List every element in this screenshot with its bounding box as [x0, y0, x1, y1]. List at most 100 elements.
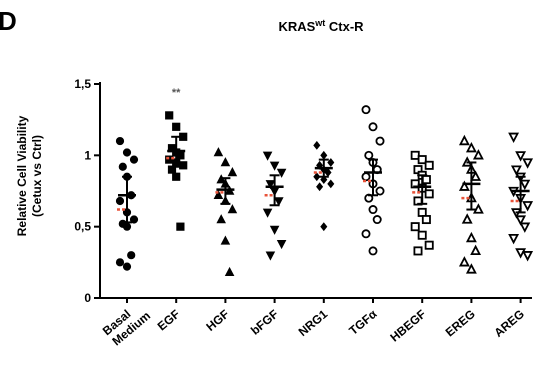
- data-point: [364, 150, 374, 160]
- y-axis-label-line1: Relative Cell Viability: [15, 115, 29, 236]
- data-point: [368, 122, 378, 132]
- data-point: [461, 213, 473, 224]
- data-point: [368, 246, 378, 256]
- x-tick-label: bFGF: [248, 307, 281, 338]
- data-point: [327, 179, 335, 189]
- y-tick-label: 0: [84, 291, 91, 305]
- y-axis-label-line2: (Cetux vs Ctrl): [30, 135, 44, 217]
- data-point: [276, 168, 287, 178]
- y-axis-label: Relative Cell Viability (Cetux vs Ctrl): [15, 115, 44, 236]
- data-point: [508, 132, 520, 144]
- x-tick-label: EGF: [155, 307, 183, 334]
- chart-title-sup: wt: [314, 18, 325, 28]
- x-tick-label: BasalMedium: [100, 298, 153, 349]
- data-point: [320, 222, 328, 232]
- data-point: [313, 140, 321, 150]
- data-point: [122, 222, 132, 231]
- data-point: [227, 167, 238, 177]
- data-point: [265, 180, 276, 190]
- data-point: [115, 258, 125, 267]
- plot-area: 0 0,5 1 1,5 BasalMedium EGF HGF bFGF NRG1 TGFα HBE…: [74, 77, 534, 349]
- data-point: [165, 111, 174, 120]
- data-point: [375, 186, 385, 196]
- data-point: [320, 150, 328, 160]
- data-point: [522, 158, 534, 169]
- data-point: [522, 251, 534, 262]
- data-point: [262, 151, 273, 161]
- data-point: [129, 215, 139, 224]
- significance-label: **: [172, 87, 181, 99]
- y-tick-label: 0,5: [74, 220, 91, 234]
- data-point: [458, 134, 470, 146]
- data-point: [458, 180, 470, 191]
- data-point: [227, 204, 238, 214]
- data-point: [276, 240, 287, 250]
- data-point: [172, 172, 181, 181]
- data-point: [122, 148, 132, 157]
- data-point: [519, 179, 531, 191]
- data-point: [519, 222, 531, 233]
- data-point: [413, 246, 423, 256]
- x-tick-label: EREG: [443, 307, 478, 340]
- panel-label: D: [0, 6, 17, 36]
- data-point: [115, 136, 125, 146]
- x-tick-label: TGFα: [346, 306, 380, 337]
- data-point: [424, 189, 434, 199]
- data-point: [470, 244, 482, 256]
- data-point: [421, 215, 431, 225]
- data-point: [465, 263, 477, 274]
- x-tick-label: HGF: [203, 307, 231, 334]
- data-point: [216, 214, 226, 224]
- data-point: [515, 151, 527, 162]
- data-point: [179, 161, 188, 170]
- data-point: [316, 182, 324, 192]
- data-point: [213, 189, 224, 200]
- data-point: [269, 161, 280, 171]
- data-point: [176, 222, 185, 231]
- data-point: [115, 196, 125, 206]
- data-point: [372, 215, 382, 225]
- data-point: [510, 165, 522, 176]
- data-point: [320, 175, 328, 184]
- data-point: [118, 162, 127, 171]
- data-point: [472, 149, 484, 160]
- data-point: [375, 136, 385, 146]
- data-point: [515, 215, 527, 226]
- data-point: [313, 172, 321, 182]
- chart-title: KRASwt Ctx-R: [278, 18, 364, 34]
- chart-title-rest: Ctx-R: [325, 19, 364, 34]
- data-point: [269, 225, 280, 235]
- y-tick-label: 1: [84, 148, 91, 162]
- data-point: [274, 197, 284, 207]
- data-point: [417, 155, 427, 165]
- data-point: [410, 222, 420, 232]
- data-point: [465, 231, 477, 243]
- data-point: [515, 248, 527, 259]
- data-point: [129, 155, 139, 164]
- data-point: [417, 230, 427, 240]
- data-point: [368, 205, 378, 215]
- data-point: [262, 208, 273, 218]
- x-tick-label: HBEGF: [387, 307, 428, 345]
- data-point: [424, 240, 434, 250]
- data-point: [465, 141, 477, 153]
- data-point: [361, 172, 371, 182]
- data-point: [176, 151, 185, 160]
- data-point: [122, 262, 132, 271]
- data-point: [508, 233, 520, 245]
- data-point: [458, 256, 470, 267]
- data-point: [265, 251, 276, 261]
- data-point: [472, 203, 484, 214]
- data-point: [361, 105, 371, 115]
- chart-title-main: KRAS: [278, 19, 315, 34]
- data-point: [424, 160, 434, 170]
- data-point: [421, 175, 431, 185]
- y-tick-label: 1,5: [74, 77, 91, 91]
- data-point: [522, 201, 534, 212]
- data-point: [220, 235, 231, 245]
- data-point: [361, 229, 371, 239]
- data-point: [327, 158, 335, 167]
- data-point: [224, 266, 235, 277]
- data-point: [417, 207, 427, 217]
- data-point: [213, 147, 224, 157]
